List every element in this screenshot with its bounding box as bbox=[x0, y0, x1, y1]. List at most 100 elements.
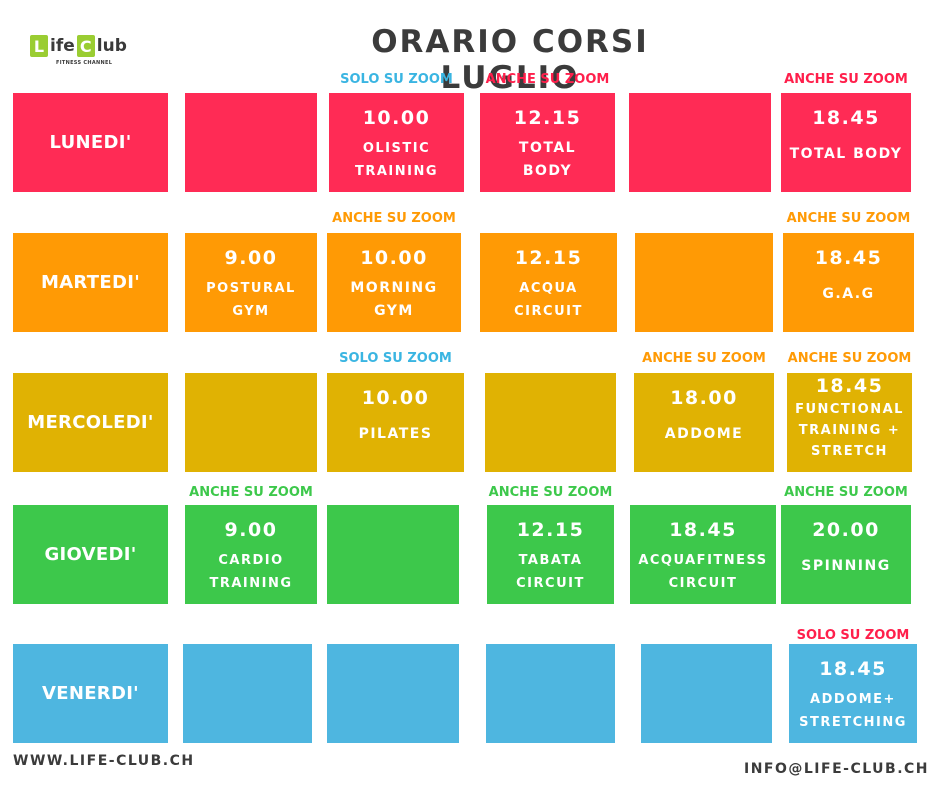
class-time: 9.00 bbox=[224, 519, 278, 541]
class-time: 9.00 bbox=[224, 247, 278, 269]
logo-subtitle: FITNESS CHANNEL bbox=[56, 60, 113, 66]
class-name: ACQUAFITNESS CIRCUIT bbox=[638, 549, 767, 595]
class-time: 18.45 bbox=[814, 247, 883, 269]
class-slot-giovedi-2[interactable]: 12.15 TABATA CIRCUIT bbox=[487, 505, 614, 604]
class-name-line: GYM bbox=[232, 304, 270, 319]
logo-ife-text: ife bbox=[50, 36, 75, 56]
class-name-line: TRAINING bbox=[209, 576, 293, 591]
class-time: 12.15 bbox=[513, 107, 582, 129]
class-time: 10.00 bbox=[361, 387, 430, 409]
class-name-line: ACQUAFITNESS bbox=[638, 553, 768, 568]
class-name-line: ADDOME bbox=[664, 426, 744, 442]
empty-slot-venerdi-0 bbox=[183, 644, 312, 743]
class-slot-giovedi-4[interactable]: 20.00 SPINNING bbox=[781, 505, 911, 604]
logo-c-box: C bbox=[76, 35, 95, 57]
class-name-line: TOTAL bbox=[518, 140, 577, 156]
class-name: FUNCTIONAL TRAINING + STRETCH bbox=[795, 399, 904, 462]
empty-slot-lunedi-0 bbox=[185, 93, 317, 192]
class-slot-lunedi-1[interactable]: 10.00 OLISTIC TRAINING bbox=[329, 93, 464, 192]
class-time: 18.00 bbox=[670, 387, 738, 409]
class-slot-venerdi-4[interactable]: 18.45 ADDOME+ STRETCHING bbox=[789, 644, 917, 743]
class-name-line: G.A.G bbox=[822, 286, 875, 302]
zoom-note-lunedi-3: ANCHE SU ZOOM bbox=[485, 72, 610, 87]
class-time: 18.45 bbox=[812, 107, 880, 129]
zoom-note-martedi-2: ANCHE SU ZOOM bbox=[332, 211, 456, 226]
class-name-line: MORNING bbox=[350, 280, 438, 296]
class-time: 18.45 bbox=[669, 519, 737, 541]
class-name-line: BODY bbox=[522, 163, 573, 179]
logo-l-box: L bbox=[30, 35, 48, 57]
email-link[interactable]: INFO@LIFE-CLUB.CH bbox=[744, 761, 930, 777]
zoom-note-venerdi-5: SOLO SU ZOOM bbox=[796, 628, 910, 643]
zoom-note-giovedi-1: ANCHE SU ZOOM bbox=[189, 485, 313, 500]
class-slot-mercoledi-1[interactable]: 10.00 PILATES bbox=[327, 373, 464, 472]
class-name: MORNING GYM bbox=[350, 277, 437, 323]
class-name: G.A.G bbox=[822, 283, 874, 306]
class-name-line: SPINNING bbox=[801, 558, 891, 574]
class-name-line: STRETCHING bbox=[799, 715, 907, 730]
class-name: ADDOME+ STRETCHING bbox=[799, 688, 907, 734]
life-club-logo: L ife C lub FITNESS CHANNEL bbox=[30, 34, 145, 74]
class-slot-lunedi-2[interactable]: 12.15 TOTAL BODY bbox=[480, 93, 615, 192]
empty-slot-mercoledi-0 bbox=[185, 373, 317, 472]
class-time: 20.00 bbox=[812, 519, 880, 541]
class-name: SPINNING bbox=[801, 555, 890, 578]
class-time: 18.45 bbox=[815, 375, 884, 397]
website-link[interactable]: WWW.LIFE-CLUB.CH bbox=[13, 753, 195, 769]
logo-wordmark: L ife C lub bbox=[30, 34, 145, 58]
logo-lub-text: lub bbox=[96, 36, 127, 56]
class-slot-martedi-0[interactable]: 9.00 POSTURAL GYM bbox=[185, 233, 317, 332]
class-name: ADDOME bbox=[665, 423, 743, 446]
class-name: TOTAL BODY bbox=[790, 143, 903, 166]
class-time: 12.15 bbox=[514, 247, 583, 269]
empty-slot-venerdi-2 bbox=[486, 644, 615, 743]
empty-slot-giovedi-1 bbox=[327, 505, 459, 604]
empty-slot-martedi-3 bbox=[635, 233, 773, 332]
day-label-martedi: MARTEDI' bbox=[13, 233, 168, 332]
class-slot-giovedi-3[interactable]: 18.45 ACQUAFITNESS CIRCUIT bbox=[630, 505, 776, 604]
class-time: 10.00 bbox=[360, 247, 428, 269]
class-name-line: STRETCH bbox=[811, 444, 888, 459]
empty-slot-venerdi-3 bbox=[641, 644, 772, 743]
class-name-line: TRAINING + bbox=[798, 423, 901, 438]
class-name-line: TOTAL BODY bbox=[789, 146, 903, 162]
class-slot-giovedi-0[interactable]: 9.00 CARDIO TRAINING bbox=[185, 505, 317, 604]
zoom-note-mercoledi-4: ANCHE SU ZOOM bbox=[642, 351, 766, 366]
class-name: OLISTIC TRAINING bbox=[355, 137, 438, 183]
class-name-line: CIRCUIT bbox=[514, 304, 583, 319]
class-name: PILATES bbox=[359, 423, 433, 446]
day-label-mercoledi: MERCOLEDI' bbox=[13, 373, 168, 472]
day-label-lunedi: LUNEDI' bbox=[13, 93, 168, 192]
zoom-note-giovedi-5: ANCHE SU ZOOM bbox=[784, 485, 908, 500]
class-time: 10.00 bbox=[362, 107, 431, 129]
zoom-note-lunedi-2: SOLO SU ZOOM bbox=[340, 72, 453, 87]
class-slot-martedi-2[interactable]: 12.15 ACQUA CIRCUIT bbox=[480, 233, 617, 332]
zoom-note-martedi-5: ANCHE SU ZOOM bbox=[786, 211, 911, 226]
class-name: POSTURAL GYM bbox=[206, 277, 296, 323]
class-slot-lunedi-4[interactable]: 18.45 TOTAL BODY bbox=[781, 93, 911, 192]
empty-slot-lunedi-3 bbox=[629, 93, 771, 192]
class-slot-martedi-4[interactable]: 18.45 G.A.G bbox=[783, 233, 914, 332]
class-time: 12.15 bbox=[516, 519, 585, 541]
class-slot-mercoledi-3[interactable]: 18.00 ADDOME bbox=[634, 373, 774, 472]
class-slot-martedi-1[interactable]: 10.00 MORNING GYM bbox=[327, 233, 461, 332]
class-name: TOTAL BODY bbox=[519, 137, 576, 183]
zoom-note-mercoledi-2: SOLO SU ZOOM bbox=[339, 351, 452, 366]
class-name-line: TABATA bbox=[518, 553, 583, 568]
class-name-line: CARDIO bbox=[218, 553, 284, 568]
empty-slot-mercoledi-2 bbox=[485, 373, 616, 472]
class-name-line: ADDOME+ bbox=[810, 692, 896, 707]
page-title: ORARIO CORSI LUGLIO bbox=[371, 24, 649, 96]
class-name: CARDIO TRAINING bbox=[209, 549, 292, 595]
zoom-note-lunedi-5: ANCHE SU ZOOM bbox=[784, 72, 908, 87]
class-name-line: CIRCUIT bbox=[668, 576, 738, 591]
class-name: ACQUA CIRCUIT bbox=[514, 277, 583, 323]
class-name-line: ACQUA bbox=[519, 281, 578, 296]
class-slot-mercoledi-4[interactable]: 18.45 FUNCTIONAL TRAINING + STRETCH bbox=[787, 373, 912, 472]
class-name-line: OLISTIC bbox=[362, 141, 431, 156]
class-name-line: CIRCUIT bbox=[516, 576, 585, 591]
class-name: TABATA CIRCUIT bbox=[516, 549, 585, 595]
zoom-note-mercoledi-5: ANCHE SU ZOOM bbox=[787, 351, 912, 366]
class-name-line: PILATES bbox=[358, 426, 433, 442]
class-name-line: FUNCTIONAL bbox=[795, 402, 904, 417]
